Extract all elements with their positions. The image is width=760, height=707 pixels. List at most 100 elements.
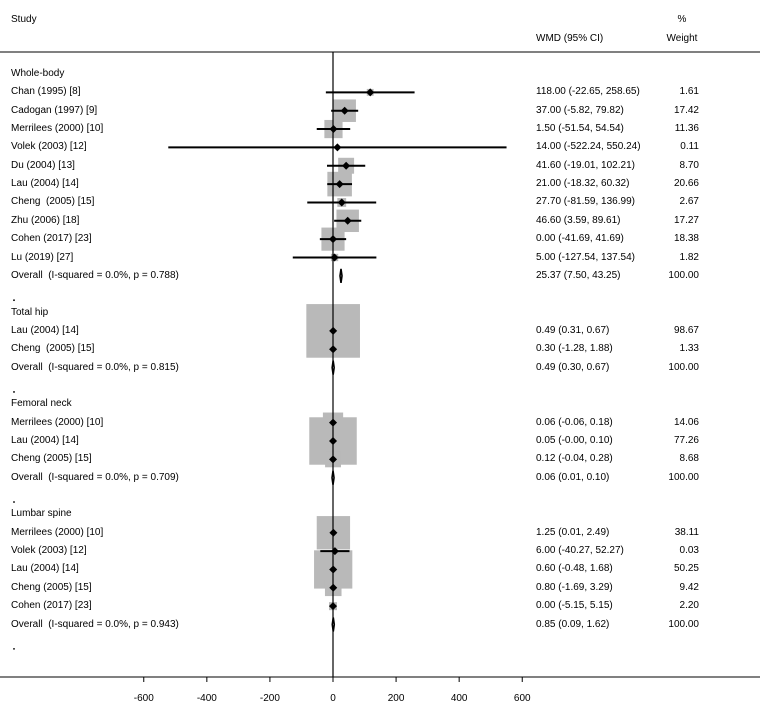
x-tick-label: 200: [388, 693, 405, 704]
study-label: Cheng (2005) [15]: [11, 196, 95, 208]
weight-header-top: %: [677, 14, 687, 25]
spacer-dot: [13, 391, 15, 393]
x-tick-label: 600: [514, 693, 531, 704]
effect-ci-text: 0.49 (0.31, 0.67): [536, 324, 610, 336]
study-label: Merrilees (2000) [10]: [11, 526, 104, 538]
study-label: Cohen (2017) [23]: [11, 600, 92, 612]
point-estimate-marker: [329, 345, 338, 354]
effect-ci-text: 41.60 (-19.01, 102.21): [536, 159, 635, 171]
point-estimate-marker: [329, 583, 338, 592]
overall-label: Overall (I-squared = 0.0%, p = 0.709): [11, 471, 179, 483]
study-label: Zhu (2006) [18]: [11, 214, 80, 226]
study-header: Study: [11, 14, 37, 25]
overall-diamond: [331, 360, 335, 375]
effect-ci-text: 1.50 (-51.54, 54.54): [536, 123, 624, 135]
effect-ci-text: 0.00 (-5.15, 5.15): [536, 600, 613, 612]
effect-ci-text: 21.00 (-18.32, 60.32): [536, 178, 630, 190]
point-estimate-marker: [342, 161, 351, 170]
weight-text: 9.42: [679, 581, 699, 593]
effect-ci-text: 27.70 (-81.59, 136.99): [536, 196, 635, 208]
group-label: Lumbar spine: [11, 508, 72, 520]
effect-header: WMD (95% CI): [536, 33, 604, 44]
group-label: Total hip: [11, 306, 49, 318]
x-tick-label: -600: [134, 693, 154, 704]
point-estimate-marker: [330, 253, 339, 262]
point-estimate-marker: [329, 418, 338, 427]
overall-ci-text: 0.85 (0.09, 1.62): [536, 618, 610, 630]
x-tick-label: 400: [451, 693, 468, 704]
effect-ci-text: 5.00 (-127.54, 137.54): [536, 251, 635, 263]
effect-ci-text: 6.00 (-40.27, 52.27): [536, 545, 624, 557]
effect-ci-text: 37.00 (-5.82, 79.82): [536, 104, 624, 116]
study-label: Lau (2004) [14]: [11, 435, 79, 446]
weight-text: 38.11: [674, 526, 699, 538]
study-label: Lu (2019) [27]: [11, 251, 74, 263]
point-estimate-marker: [337, 198, 346, 207]
effect-ci-text: 0.30 (-1.28, 1.88): [536, 343, 613, 355]
overall-weight-text: 100.00: [668, 471, 699, 483]
study-label: Merrilees (2000) [10]: [11, 416, 104, 428]
effect-ci-text: 1.25 (0.01, 2.49): [536, 526, 610, 538]
weight-text: 20.66: [673, 178, 699, 190]
weight-text: 8.70: [679, 159, 699, 171]
study-label: Volek (2003) [12]: [11, 141, 87, 153]
group-label: Whole-body: [11, 68, 65, 79]
point-estimate-marker: [335, 180, 344, 189]
weight-header-bottom: Weight: [666, 33, 698, 44]
point-estimate-marker: [329, 565, 338, 574]
study-label: Lau (2004) [14]: [11, 178, 79, 190]
overall-weight-text: 100.00: [668, 361, 699, 373]
weight-text: 17.42: [673, 104, 699, 116]
group-label: Femoral neck: [11, 398, 72, 410]
weight-text: 0.11: [680, 141, 699, 153]
weight-text: 1.33: [679, 343, 699, 355]
point-estimate-marker: [330, 547, 339, 556]
effect-ci-text: 0.60 (-0.48, 1.68): [536, 563, 613, 575]
overall-label: Overall (I-squared = 0.0%, p = 0.788): [11, 269, 179, 281]
effect-ci-text: 0.05 (-0.00, 0.10): [536, 435, 613, 446]
weight-text: 1.61: [679, 86, 699, 98]
overall-diamond: [339, 268, 343, 283]
study-label: Chan (1995) [8]: [11, 86, 81, 98]
overall-diamond: [331, 470, 335, 485]
point-estimate-marker: [329, 235, 337, 244]
overall-ci-text: 0.49 (0.30, 0.67): [536, 361, 610, 373]
overall-ci-text: 0.06 (0.01, 0.10): [536, 471, 610, 483]
weight-text: 50.25: [673, 563, 699, 575]
point-estimate-marker: [333, 143, 342, 152]
weight-text: 18.38: [673, 233, 699, 245]
weight-text: 2.20: [679, 600, 699, 612]
overall-label: Overall (I-squared = 0.0%, p = 0.815): [11, 361, 179, 373]
effect-ci-text: 46.60 (3.59, 89.61): [536, 214, 621, 226]
effect-ci-text: 14.00 (-522.24, 550.24): [536, 141, 641, 153]
effect-ci-text: 0.00 (-41.69, 41.69): [536, 233, 624, 245]
weight-text: 1.82: [679, 251, 699, 263]
study-label: Du (2004) [13]: [11, 159, 75, 171]
weight-text: 0.03: [679, 545, 699, 557]
overall-weight-text: 100.00: [668, 618, 699, 630]
overall-weight-text: 100.00: [668, 269, 699, 281]
weight-text: 98.67: [673, 324, 699, 336]
study-label: Cheng (2005) [15]: [11, 581, 92, 593]
weight-text: 2.67: [679, 196, 699, 208]
point-estimate-marker: [340, 106, 349, 115]
study-label: Cadogan (1997) [9]: [11, 104, 98, 116]
overall-diamond: [331, 617, 336, 632]
overall-ci-text: 25.37 (7.50, 43.25): [536, 269, 621, 281]
overall-label: Overall (I-squared = 0.0%, p = 0.943): [11, 618, 179, 630]
x-tick-label: 0: [330, 693, 336, 704]
study-label: Volek (2003) [12]: [11, 545, 87, 557]
spacer-dot: [13, 299, 15, 302]
weight-text: 77.26: [673, 435, 699, 446]
study-label: Cheng (2005) [15]: [11, 343, 95, 355]
weight-text: 14.06: [673, 416, 699, 428]
effect-ci-text: 118.00 (-22.65, 258.65): [536, 86, 640, 98]
study-label: Lau (2004) [14]: [11, 563, 79, 575]
effect-ci-text: 0.06 (-0.06, 0.18): [536, 416, 613, 428]
weight-text: 11.36: [674, 123, 699, 135]
point-estimate-marker: [329, 437, 338, 445]
study-label: Cheng (2005) [15]: [11, 453, 92, 465]
spacer-dot: [13, 501, 15, 503]
x-tick-label: -400: [197, 693, 217, 704]
